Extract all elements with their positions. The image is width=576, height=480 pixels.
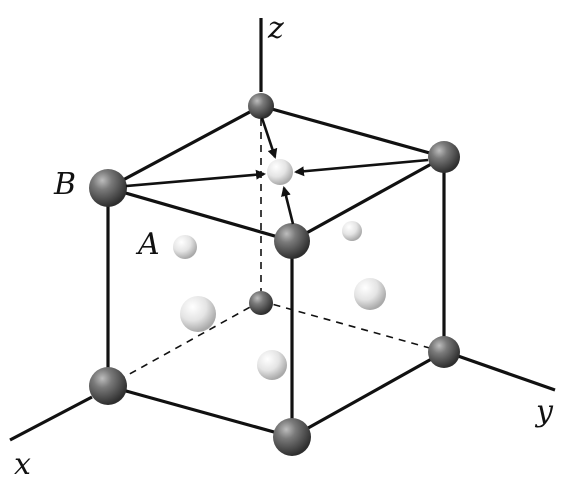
arrow-from-top-right xyxy=(294,158,429,177)
corner-atom-top-front xyxy=(274,223,310,259)
corner-atom-back-bottom xyxy=(249,291,273,315)
corner-atom-bottom-front xyxy=(273,418,311,456)
neighbor-arrows xyxy=(125,117,429,225)
top-edge-back-left xyxy=(106,104,263,190)
x-axis xyxy=(9,395,93,442)
face-center-atom-back xyxy=(342,221,362,241)
hidden-edge-y xyxy=(260,300,445,353)
arrow-from-top-left xyxy=(125,169,266,188)
cube-edges xyxy=(106,104,446,439)
z-axis-label: z xyxy=(267,11,284,46)
bottom-edge-front-right xyxy=(290,350,446,439)
top-edge-back-right xyxy=(259,104,446,159)
atom-label-B: B xyxy=(53,167,76,202)
hidden-edge-x xyxy=(107,300,262,387)
face-center-atom-right xyxy=(354,278,386,310)
face-center-atom-top xyxy=(267,159,293,185)
corner-atom-bottom-left xyxy=(89,367,127,405)
corner-atom-top-left xyxy=(89,169,127,207)
top-edge-front-left xyxy=(106,186,294,243)
atom-label-A: A xyxy=(135,227,160,262)
bottom-edge-front-left xyxy=(106,384,294,439)
x-axis-label: x xyxy=(14,447,31,480)
face-center-atom-bottom xyxy=(257,350,287,380)
face-center-atom-front-left xyxy=(180,296,216,332)
corner-atom-top-back xyxy=(248,93,274,119)
corner-atom-top-right xyxy=(428,141,460,173)
face-center-atom-left xyxy=(173,235,197,259)
top-edge-front-right xyxy=(290,155,446,243)
y-axis xyxy=(457,354,556,392)
arrow-from-top-front xyxy=(281,186,295,225)
corner-atom-bottom-right xyxy=(428,336,460,368)
y-axis-label: y xyxy=(534,394,554,429)
arrow-from-top-back xyxy=(260,117,278,159)
